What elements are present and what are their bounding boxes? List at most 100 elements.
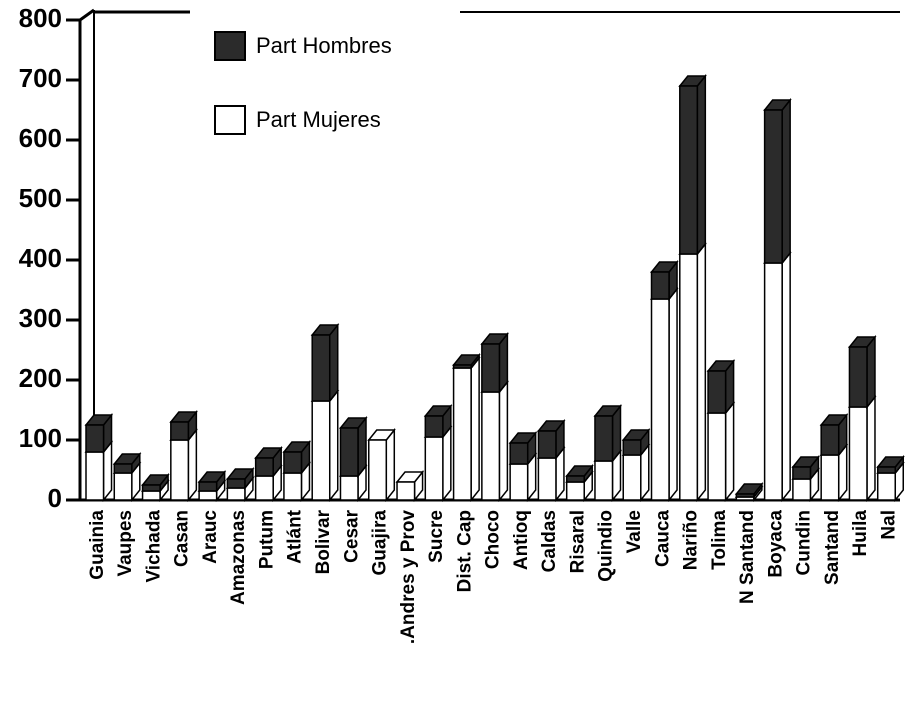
bar (848, 406, 868, 501)
x-tick-label: Boyaca (765, 510, 786, 578)
bar (509, 442, 529, 465)
x-tick-label: Cundin (794, 510, 815, 575)
x-tick-label: Nariño (681, 510, 702, 570)
bar (707, 412, 727, 501)
bar-side (385, 427, 396, 503)
x-tick-label: Huila (850, 510, 871, 557)
bar (537, 430, 557, 459)
y-tick-label: 300 (19, 303, 62, 333)
bar (226, 478, 246, 489)
x-tick-label: Risaral (567, 510, 588, 573)
bar (424, 415, 444, 438)
bar-side (781, 97, 791, 266)
x-tick-label: Sucre (426, 510, 447, 563)
bar (481, 391, 501, 501)
bar (707, 370, 727, 414)
bar (594, 460, 614, 501)
bar-side (470, 355, 480, 503)
bar (735, 493, 755, 498)
bar (537, 457, 557, 501)
bar (198, 481, 218, 492)
bar (141, 484, 161, 492)
bar-side (442, 424, 452, 503)
x-tick-label: Vichada (143, 510, 164, 583)
bar (113, 472, 133, 501)
bar (622, 439, 642, 456)
bar (622, 454, 642, 501)
bar (452, 367, 472, 501)
bar (85, 451, 105, 501)
bar (565, 475, 585, 483)
x-tick-label: Bolivar (313, 509, 334, 574)
bar (650, 298, 670, 501)
bar (339, 427, 359, 477)
bar-side (696, 241, 707, 503)
bar (424, 436, 444, 501)
bar (339, 475, 359, 501)
bar (396, 481, 416, 501)
x-tick-label: Atlánt (285, 509, 306, 564)
bar-side (866, 334, 876, 410)
x-tick-label: Valle (624, 510, 645, 553)
bar (763, 262, 783, 501)
x-tick-label: Dist. Cap (454, 510, 475, 592)
bar (565, 481, 585, 501)
bar (820, 424, 840, 456)
x-tick-label: Santand (822, 510, 843, 585)
x-tick-label: Vaupes (115, 510, 136, 577)
legend-swatch (214, 31, 246, 61)
bar (792, 466, 812, 480)
bar-side (187, 427, 198, 503)
y-tick-label: 0 (48, 483, 62, 513)
x-tick-label: Putum (256, 510, 277, 569)
x-tick-label: Caldas (539, 510, 560, 572)
bar (198, 490, 218, 501)
bar-side (328, 388, 339, 503)
y-tick-label: 700 (19, 63, 62, 93)
bar-side (498, 379, 509, 503)
x-tick-label: Antioq (511, 510, 532, 570)
bar (170, 421, 190, 441)
x-tick-label: Cesar (341, 509, 362, 562)
x-tick-label: Cauca (652, 510, 673, 567)
bar (481, 343, 501, 393)
bar-side (724, 400, 735, 503)
axis-wall (79, 8, 95, 22)
x-tick-label: Amazonas (228, 510, 249, 605)
bar (876, 472, 897, 501)
bar (848, 346, 868, 408)
x-tick-label: .Andres y Prov (398, 510, 419, 645)
bar (820, 454, 840, 501)
bar (283, 472, 303, 501)
y-tick-label: 200 (19, 363, 62, 393)
x-tick-label: Quindio (596, 510, 617, 582)
bar (876, 466, 897, 474)
bar (679, 85, 699, 255)
bar (226, 487, 246, 501)
x-tick-label: Arauc (200, 510, 221, 564)
bar-side (866, 394, 876, 503)
x-tick-label: Tolima (709, 510, 730, 570)
bar (650, 271, 670, 300)
bar (113, 463, 133, 474)
x-tick-label: Choco (483, 510, 504, 569)
bar (254, 475, 274, 501)
x-tick-label: Guajira (370, 510, 391, 576)
bar (254, 457, 274, 477)
bar (792, 478, 812, 501)
y-tick-label: 100 (19, 423, 62, 453)
x-tick-label: N Santand (737, 510, 758, 604)
x-tick-label: Guainia (87, 510, 108, 580)
x-tick-label: Nal (879, 510, 900, 540)
bar-side (668, 286, 678, 503)
bar (509, 463, 529, 501)
bar (283, 451, 303, 474)
bar-side (328, 322, 339, 404)
bar (141, 490, 161, 501)
bar (679, 253, 699, 501)
y-tick-label: 600 (19, 123, 62, 153)
bar-side (781, 250, 791, 503)
y-tick-label: 400 (19, 243, 62, 273)
bar (311, 334, 331, 402)
